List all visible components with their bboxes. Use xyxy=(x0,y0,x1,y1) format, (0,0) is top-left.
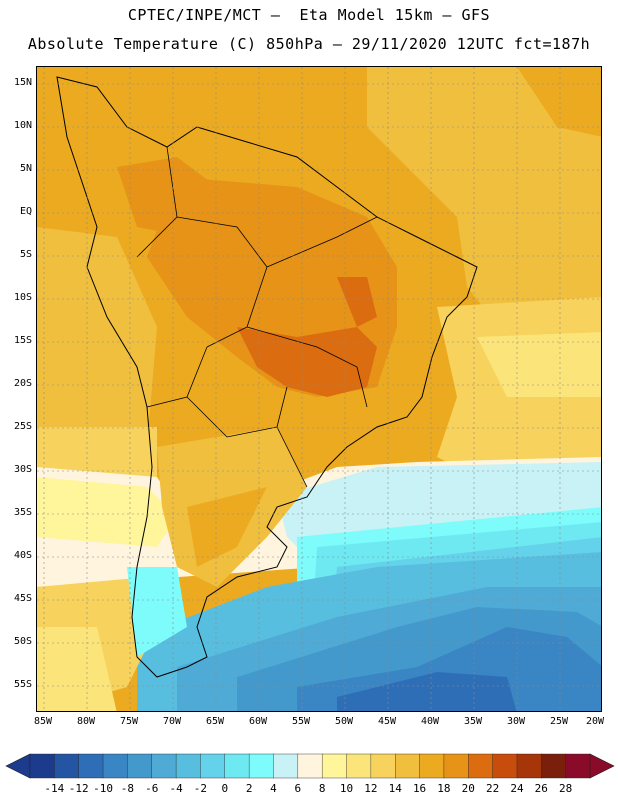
lat-label-35s: 35S xyxy=(13,507,32,518)
colorbar-swatch-2 xyxy=(78,753,104,779)
colorbar-swatch-7 xyxy=(200,753,226,779)
field-patagonia-cyan xyxy=(127,567,187,657)
colorbar-label: -14 xyxy=(44,782,65,795)
field-argentina-18-20 xyxy=(187,487,267,567)
colorbar-arrow-min xyxy=(5,753,31,779)
chart-title-line1: CPTEC/INPE/MCT – Eta Model 15km – GFS xyxy=(127,6,491,24)
colorbar-label: 18 xyxy=(437,782,451,795)
colorbar-swatch-1 xyxy=(54,753,80,779)
colorbar-label: 4 xyxy=(270,782,277,795)
colorbar-swatch-18 xyxy=(468,753,494,779)
lon-label-85w: 85W xyxy=(33,716,53,727)
field-ne-corner xyxy=(517,67,601,137)
lat-label-30s: 30S xyxy=(13,464,32,475)
colorbar-label: 8 xyxy=(318,782,326,795)
lat-label-20s: 20S xyxy=(13,378,32,389)
lat-label-10n: 10N xyxy=(13,120,32,131)
lon-label-45w: 45W xyxy=(377,716,397,727)
lat-label-15n: 15N xyxy=(13,77,32,88)
colorbar-label: 28 xyxy=(559,782,573,795)
lon-label-30w: 30W xyxy=(506,716,526,727)
lat-label-10s: 10S xyxy=(13,292,32,303)
field-central-22-24 xyxy=(237,327,377,397)
colorbar-label: 2 xyxy=(245,782,253,795)
colorbar-label: -12 xyxy=(68,782,89,795)
lat-label-55s: 55S xyxy=(13,679,32,690)
lat-label-5n: 5N xyxy=(19,163,32,174)
colorbar-swatch-0 xyxy=(29,753,55,779)
lon-label-55w: 55W xyxy=(291,716,311,727)
colorbar-label: -10 xyxy=(93,782,113,795)
colorbar-swatch-3 xyxy=(102,753,128,779)
colorbar-label: -6 xyxy=(145,782,159,795)
lat-label-15s: 15S xyxy=(13,335,32,346)
colorbar-swatch-17 xyxy=(443,753,469,779)
lon-label-40w: 40W xyxy=(420,716,440,727)
colorbar-label: 0 xyxy=(221,782,229,795)
colorbar-swatch-6 xyxy=(175,753,202,779)
lon-label-25w: 25W xyxy=(549,716,569,727)
colorbar-swatch-8 xyxy=(224,753,250,779)
colorbar-label: 12 xyxy=(364,782,378,795)
temperature-field-map xyxy=(37,67,601,711)
colorbar-label: 16 xyxy=(412,782,427,795)
field-central-22-24-b xyxy=(337,277,377,327)
lat-label-25s: 25S xyxy=(13,421,32,432)
lon-label-50w: 50W xyxy=(334,716,354,727)
colorbar-swatch-4 xyxy=(127,753,153,779)
colorbar-label: 6 xyxy=(294,782,302,795)
colorbar-swatch-10 xyxy=(273,753,299,779)
colorbar-swatch-13 xyxy=(346,753,372,779)
colorbar-label: 10 xyxy=(339,782,354,795)
field-atlantic-12-14 xyxy=(477,332,601,397)
colorbar-label: 24 xyxy=(510,782,524,795)
colorbar-swatch-9 xyxy=(248,753,275,779)
lon-label-20w: 20W xyxy=(585,716,605,727)
graticule xyxy=(37,67,601,711)
lon-label-75w: 75W xyxy=(119,716,139,727)
lat-label-50s: 50S xyxy=(13,636,32,647)
field-band-8-10 xyxy=(37,477,177,547)
colorbar-label: -8 xyxy=(120,782,135,795)
colorbar-label: -4 xyxy=(169,782,183,795)
colorbar-label: 26 xyxy=(534,782,548,795)
colorbar-swatch-19 xyxy=(492,753,518,779)
colorbar-swatch-14 xyxy=(370,753,396,779)
lat-label-5s: 5S xyxy=(19,249,32,260)
colorbar-swatch-12 xyxy=(321,753,348,779)
continent-outline xyxy=(56,76,478,678)
colorbar-arrow-max xyxy=(589,753,615,779)
colorbar-swatch-15 xyxy=(395,753,421,779)
field-north-20-22 xyxy=(117,157,217,237)
colorbar-swatch-5 xyxy=(151,753,177,779)
map-panel xyxy=(36,66,602,712)
lon-label-60w: 60W xyxy=(248,716,268,727)
field-band-m12-m10 xyxy=(337,672,517,711)
colorbar-swatch-21 xyxy=(541,753,567,779)
field-sw-pacific-12-14 xyxy=(37,627,117,711)
lat-label-45s: 45S xyxy=(13,593,32,604)
colorbar-label: 14 xyxy=(388,782,402,795)
lat-label-40s: 40S xyxy=(13,550,32,561)
colorbar-label: 22 xyxy=(485,782,500,795)
lon-label-70w: 70W xyxy=(162,716,182,727)
field-atlantic-16-18 xyxy=(367,67,601,337)
country-borders xyxy=(136,146,378,488)
colorbar-swatch-22 xyxy=(565,753,591,779)
colorbar-label: -2 xyxy=(193,782,208,795)
colorbar-swatch-20 xyxy=(516,753,542,779)
colorbar xyxy=(5,753,615,779)
lat-label-eq: EQ xyxy=(19,206,32,217)
lon-label-35w: 35W xyxy=(463,716,483,727)
colorbar-label: 20 xyxy=(461,782,475,795)
colorbar-swatch-11 xyxy=(297,753,323,779)
lon-label-80w: 80W xyxy=(76,716,96,727)
lon-label-65w: 65W xyxy=(205,716,225,727)
colorbar-swatch-16 xyxy=(419,753,445,779)
chart-title-line2: Absolute Temperature (C) 850hPa – 29/11/… xyxy=(27,35,591,53)
